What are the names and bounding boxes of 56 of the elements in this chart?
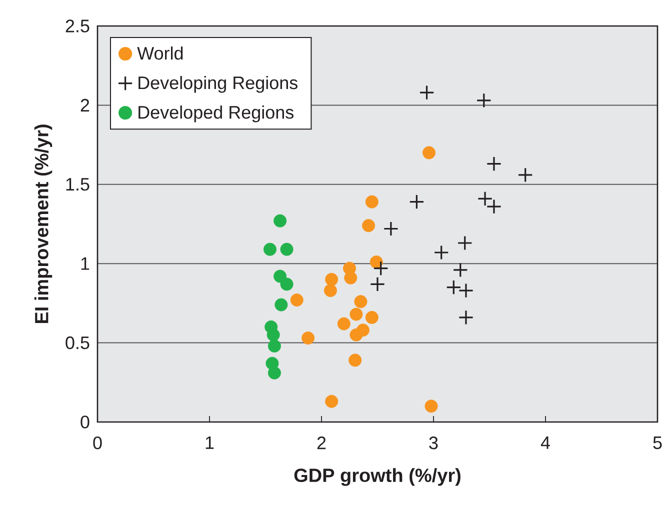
point [409, 194, 424, 210]
point [354, 295, 368, 308]
point [324, 284, 337, 298]
y-tick-label: 2.5 [66, 20, 90, 32]
point [457, 235, 472, 251]
point [337, 317, 350, 330]
point [365, 195, 378, 208]
point [290, 294, 304, 307]
y-tick-label: 1.5 [66, 178, 90, 191]
point [266, 328, 280, 342]
point [274, 298, 288, 312]
x-tick-label: 5 [653, 436, 662, 450]
point [348, 354, 362, 367]
point [434, 244, 449, 260]
legend-label: World [137, 46, 183, 60]
point [274, 214, 287, 228]
point [446, 280, 462, 295]
point [350, 328, 363, 342]
legend-label: Developing Regions [138, 76, 298, 93]
point [325, 394, 338, 408]
point [280, 278, 294, 291]
y-tick-label: 0 [80, 416, 90, 428]
legend-label: Developed Regions [138, 106, 294, 122]
y-tick-label: 2 [80, 98, 90, 112]
point [476, 92, 492, 108]
point [424, 400, 438, 413]
point [518, 167, 533, 182]
x-tick-label: 1 [206, 436, 214, 449]
x-tick-label: 4 [540, 436, 550, 449]
y-tick-label: 1 [81, 257, 90, 270]
point [344, 271, 358, 284]
point [268, 366, 281, 380]
point [419, 84, 434, 100]
point [302, 332, 315, 345]
point [365, 310, 378, 324]
y-tick-label: 0.5 [66, 336, 90, 350]
point [458, 310, 474, 326]
point [263, 242, 276, 256]
point [268, 339, 281, 352]
x-tick-label: 3 [429, 436, 438, 450]
point [458, 282, 474, 298]
x-axis-title: GDP growth (%/yr) [294, 468, 460, 486]
point [350, 308, 363, 321]
point [452, 262, 468, 278]
point [280, 242, 294, 256]
point [373, 260, 388, 276]
point [362, 219, 376, 232]
point [422, 146, 436, 160]
point [486, 156, 502, 172]
point [383, 221, 399, 236]
point [274, 270, 287, 283]
x-tick-label: 0 [93, 436, 102, 450]
point [370, 276, 386, 292]
y-axis-title: EI improvement (%/yr) [34, 124, 52, 324]
point [325, 272, 338, 286]
x-tick-label: 2 [317, 436, 326, 450]
